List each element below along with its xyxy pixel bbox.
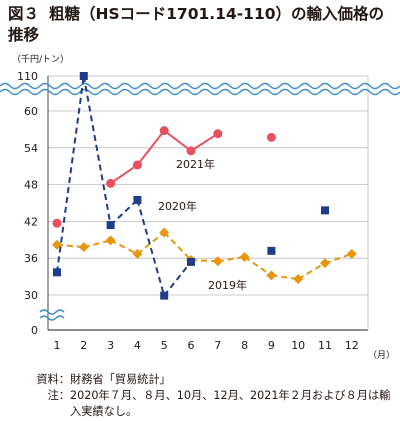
series-segment-2019年 xyxy=(136,231,165,255)
series-segment-2021年 xyxy=(190,132,219,152)
data-point-2021年 xyxy=(132,160,142,170)
series-segment-2020年 xyxy=(109,199,139,226)
source-note: 資料： 財務省「貿易統計」 xyxy=(6,372,396,388)
series-label: 2021年 xyxy=(176,157,215,171)
y-tick-label: 48 xyxy=(24,179,38,192)
figure-title: 図３ 粗糖（HSコード1701.14-110）の輸入価格の推移 xyxy=(8,4,392,46)
footnotes: 資料： 財務省「貿易統計」 注： 2020年７月、８月、10月、12月、2021… xyxy=(6,372,396,420)
series-segment-2021年 xyxy=(110,164,138,185)
data-point-2019年 xyxy=(159,227,170,238)
x-tick-label: 7 xyxy=(214,339,221,352)
gap-note: 注： 2020年７月、８月、10月、12月、2021年２月および８月は輸入実績な… xyxy=(6,388,396,420)
data-point-2019年 xyxy=(320,258,330,269)
y-tick-label: 42 xyxy=(24,215,38,228)
data-point-2020年 xyxy=(160,291,169,300)
figure-title-text: 粗糖（HSコード1701.14-110）の輸入価格の推移 xyxy=(8,5,385,44)
series-segment-2019年 xyxy=(244,256,272,277)
y-unit-label: （千円/トン） xyxy=(12,54,69,65)
x-tick-label: 4 xyxy=(134,339,141,352)
data-point-2021年 xyxy=(266,132,276,142)
data-point-2019年 xyxy=(293,274,304,285)
x-tick-label: 8 xyxy=(241,339,248,352)
x-tick-label: 6 xyxy=(188,339,195,352)
series-segment-2021年 xyxy=(136,130,165,166)
data-point-2020年 xyxy=(133,195,142,204)
axis-break-wave xyxy=(0,82,400,90)
axis-break-wave-left xyxy=(39,315,65,321)
source-note-head: 資料： xyxy=(36,373,70,386)
source-note-text: 財務省「貿易統計」 xyxy=(70,373,171,386)
data-point-2019年 xyxy=(132,248,143,259)
x-tick-label: 1 xyxy=(54,339,61,352)
y-tick-label: 30 xyxy=(24,289,38,302)
series-segment-2019年 xyxy=(297,262,326,280)
series-segment-2020年 xyxy=(82,75,112,226)
data-point-2021年 xyxy=(159,126,169,136)
series-segment-2021年 xyxy=(163,129,192,152)
data-point-2021年 xyxy=(52,218,62,228)
y-tick-label: 0 xyxy=(31,324,38,337)
y-tick-label: 36 xyxy=(24,252,38,265)
data-point-2021年 xyxy=(213,129,223,139)
series-label: 2019年 xyxy=(208,278,247,292)
y-tick-label: 60 xyxy=(24,105,38,118)
data-point-2019年 xyxy=(266,270,277,281)
data-point-2019年 xyxy=(105,235,116,246)
data-point-2020年 xyxy=(321,206,329,215)
series-segment-2019年 xyxy=(163,231,192,261)
series-segment-2019年 xyxy=(110,239,138,255)
x-tick-label: 2 xyxy=(80,339,87,352)
y-tick-label: 110 xyxy=(17,70,38,83)
x-tick-label: 5 xyxy=(161,339,168,352)
series-segment-2019年 xyxy=(217,255,245,263)
data-point-2021年 xyxy=(106,178,116,188)
x-unit-label: （月） xyxy=(368,350,395,361)
x-tick-label: 3 xyxy=(107,339,114,352)
data-point-2019年 xyxy=(78,242,89,253)
x-tick-label: 11 xyxy=(318,339,332,352)
figure-label: 図３ xyxy=(8,5,40,23)
series-segment-2019年 xyxy=(271,274,299,281)
series-segment-2020年 xyxy=(56,75,85,273)
data-point-2019年 xyxy=(346,248,357,259)
series-segment-2020年 xyxy=(163,261,192,297)
data-point-2020年 xyxy=(187,257,195,266)
x-tick-label: 9 xyxy=(268,339,275,352)
x-tick-label: 12 xyxy=(345,339,359,352)
data-point-2019年 xyxy=(239,251,250,262)
data-point-2020年 xyxy=(106,221,115,230)
series-segment-2019年 xyxy=(83,239,111,249)
data-point-2020年 xyxy=(79,72,88,80)
y-tick-label: 54 xyxy=(24,142,38,155)
data-point-2021年 xyxy=(186,146,196,156)
axis-break-wave xyxy=(0,88,400,96)
data-point-2019年 xyxy=(212,256,223,267)
gap-note-text: 2020年７月、８月、10月、12月、2021年２月および８月は輸入実績なし。 xyxy=(70,389,391,418)
data-point-2020年 xyxy=(53,268,61,277)
x-tick-label: 10 xyxy=(291,339,305,352)
series-segment-2019年 xyxy=(324,252,353,265)
data-point-2020年 xyxy=(267,246,276,255)
axis-break-wave-left xyxy=(39,309,65,315)
gap-note-head: 注： xyxy=(47,389,70,402)
series-label: 2020年 xyxy=(158,199,197,213)
series-segment-2020年 xyxy=(136,199,166,296)
